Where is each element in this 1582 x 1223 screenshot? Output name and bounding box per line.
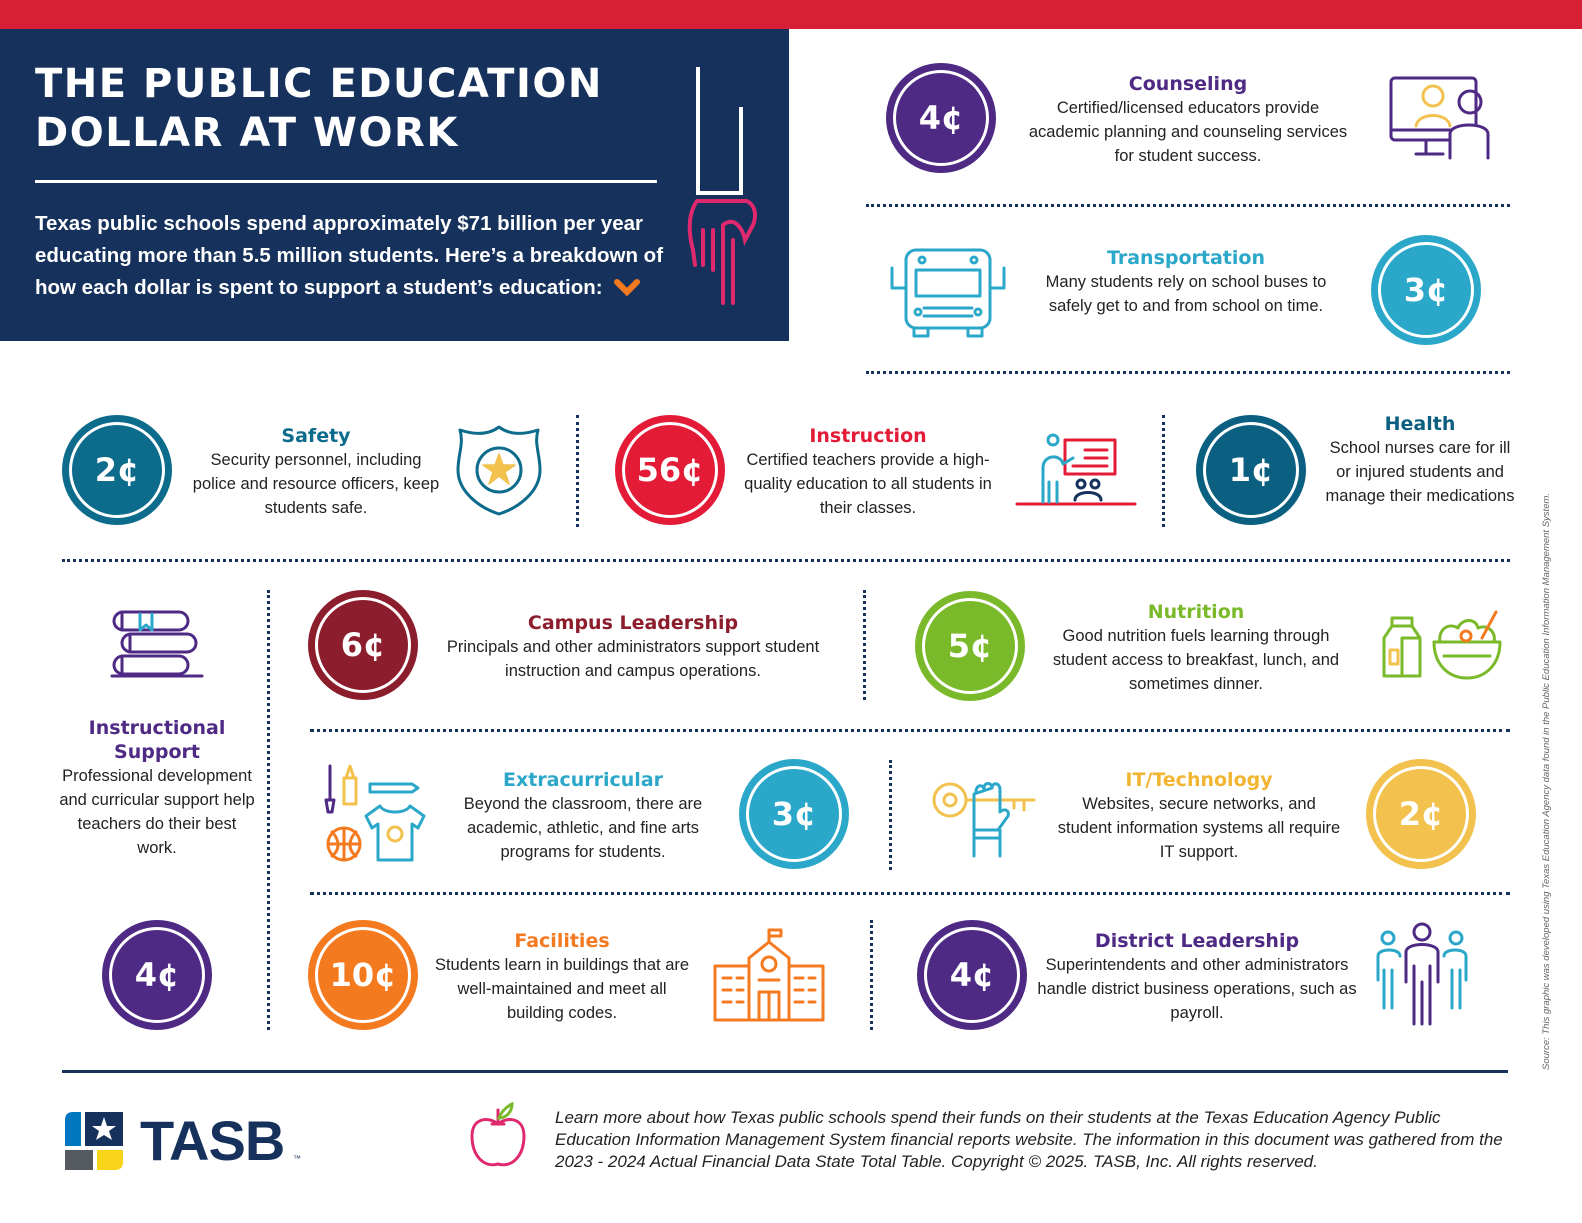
police-badge-icon bbox=[456, 424, 542, 521]
safety-amount-circle: 2¢ bbox=[62, 415, 172, 525]
school-building-icon bbox=[713, 928, 825, 1029]
campus-leadership-block: Campus Leadership Principals and other ad… bbox=[443, 611, 823, 683]
milk-salad-icon bbox=[1378, 608, 1502, 689]
category-title: Facilities bbox=[514, 930, 610, 952]
books-icon bbox=[110, 608, 205, 685]
category-title: Safety bbox=[281, 425, 351, 447]
people-group-icon bbox=[1376, 922, 1468, 1033]
amount-value: 10¢ bbox=[329, 956, 397, 994]
safety-block: Safety Security personnel, including poli… bbox=[191, 424, 441, 520]
counseling-amount-circle: 4¢ bbox=[886, 63, 996, 173]
header-red-band bbox=[0, 0, 1582, 29]
category-description: Professional development and curricular … bbox=[59, 767, 255, 857]
page-title: The Public Education Dollar at Work bbox=[35, 61, 603, 156]
it-technology-amount-circle: 2¢ bbox=[1366, 759, 1476, 869]
school-bus-icon bbox=[888, 244, 1008, 344]
category-description: Beyond the classroom, there are academic… bbox=[463, 795, 703, 861]
category-title: District Leadership bbox=[1094, 930, 1300, 952]
category-description: Principals and other administrators supp… bbox=[446, 638, 820, 680]
district-leadership-block: District Leadership Superintendents and o… bbox=[1037, 929, 1357, 1025]
divider bbox=[35, 180, 657, 183]
header-panel: The Public Education Dollar at Work Texa… bbox=[0, 0, 1582, 341]
category-title: Health bbox=[1384, 413, 1456, 435]
divider bbox=[267, 590, 270, 1030]
divider bbox=[310, 729, 1510, 732]
divider bbox=[310, 892, 1510, 895]
logo-text: TASB bbox=[140, 1109, 285, 1172]
it-technology-block: IT/Technology Websites, secure networks, … bbox=[1054, 768, 1344, 864]
health-amount-circle: 1¢ bbox=[1196, 415, 1306, 525]
amount-value: 3¢ bbox=[771, 795, 817, 833]
intro-body: Texas public schools spend approximately… bbox=[35, 212, 664, 299]
chevron-down-icon bbox=[614, 279, 641, 297]
divider bbox=[866, 204, 1510, 207]
source-note: Source: This graphic was developed using… bbox=[1541, 492, 1552, 1070]
tasb-logo-mark bbox=[65, 1112, 123, 1170]
tasb-logo: TASB ™ bbox=[65, 1112, 305, 1170]
facilities-block: Facilities Students learn in buildings th… bbox=[432, 929, 692, 1025]
teacher-classroom-icon bbox=[1015, 432, 1137, 515]
amount-value: 1¢ bbox=[1228, 451, 1274, 489]
category-description: Students learn in buildings that are wel… bbox=[434, 956, 690, 1022]
amount-value: 4¢ bbox=[918, 99, 964, 137]
category-title: Transportation bbox=[1106, 247, 1265, 269]
category-description: Certified teachers provide a high-qualit… bbox=[744, 451, 992, 517]
transportation-amount-circle: 3¢ bbox=[1371, 235, 1481, 345]
nutrition-block: Nutrition Good nutrition fuels learning t… bbox=[1036, 600, 1356, 696]
pointing-hand-icon bbox=[687, 67, 757, 305]
divider bbox=[870, 920, 873, 1030]
nutrition-amount-circle: 5¢ bbox=[915, 591, 1025, 701]
category-description: School nurses care for ill or injured st… bbox=[1325, 439, 1515, 505]
transportation-block: Transportation Many students rely on scho… bbox=[1036, 246, 1336, 318]
arts-sports-icon bbox=[322, 762, 432, 869]
amount-value: 56¢ bbox=[636, 451, 704, 489]
category-description: Websites, secure networks, and student i… bbox=[1057, 795, 1341, 861]
category-description: Good nutrition fuels learning through st… bbox=[1052, 627, 1340, 693]
amount-value: 5¢ bbox=[947, 627, 993, 665]
amount-value: 6¢ bbox=[340, 626, 386, 664]
amount-value: 4¢ bbox=[134, 956, 180, 994]
counselor-computer-icon bbox=[1388, 74, 1493, 169]
divider bbox=[576, 415, 579, 527]
category-title: Campus Leadership bbox=[527, 612, 739, 634]
counseling-block: Counseling Certified/licensed educators p… bbox=[1028, 72, 1348, 168]
category-title: Instruction bbox=[809, 425, 927, 447]
health-block: Health School nurses care for ill or inju… bbox=[1325, 412, 1515, 508]
instructional-support-amount-circle: 4¢ bbox=[102, 920, 212, 1030]
amount-value: 4¢ bbox=[949, 956, 995, 994]
divider bbox=[1162, 415, 1165, 527]
category-description: Certified/licensed educators provide aca… bbox=[1028, 99, 1348, 165]
facilities-amount-circle: 10¢ bbox=[308, 920, 418, 1030]
logo-trademark: ™ bbox=[293, 1154, 301, 1163]
category-title: IT/Technology bbox=[1125, 769, 1273, 791]
instruction-block: Instruction Certified teachers provide a … bbox=[743, 424, 993, 520]
category-description: Superintendents and other administrators… bbox=[1037, 956, 1357, 1022]
extracurricular-block: Extracurricular Beyond the classroom, the… bbox=[448, 768, 718, 864]
instructional-support-block: Instructional Support Professional develo… bbox=[57, 716, 257, 860]
district-leadership-amount-circle: 4¢ bbox=[917, 920, 1027, 1030]
category-description: Many students rely on school buses to sa… bbox=[1045, 273, 1327, 315]
campus-leadership-amount-circle: 6¢ bbox=[308, 590, 418, 700]
category-title: Nutrition bbox=[1147, 601, 1245, 623]
category-title: Extracurricular bbox=[502, 769, 664, 791]
divider bbox=[62, 559, 1510, 562]
amount-value: 2¢ bbox=[94, 451, 140, 489]
divider bbox=[889, 760, 892, 870]
category-description: Security personnel, including police and… bbox=[192, 451, 440, 517]
category-title: Instructional Support bbox=[88, 717, 226, 763]
extracurricular-amount-circle: 3¢ bbox=[739, 759, 849, 869]
footer-text: Learn more about how Texas public school… bbox=[555, 1108, 1503, 1171]
hand-key-icon bbox=[930, 780, 1038, 865]
divider bbox=[866, 371, 1510, 374]
divider bbox=[863, 590, 866, 700]
category-title: Counseling bbox=[1128, 73, 1248, 95]
apple-icon bbox=[470, 1102, 526, 1167]
intro-text: Texas public schools spend approximately… bbox=[35, 208, 685, 304]
instruction-amount-circle: 56¢ bbox=[615, 415, 725, 525]
footer-divider bbox=[62, 1070, 1508, 1073]
amount-value: 3¢ bbox=[1403, 271, 1449, 309]
amount-value: 2¢ bbox=[1398, 795, 1444, 833]
